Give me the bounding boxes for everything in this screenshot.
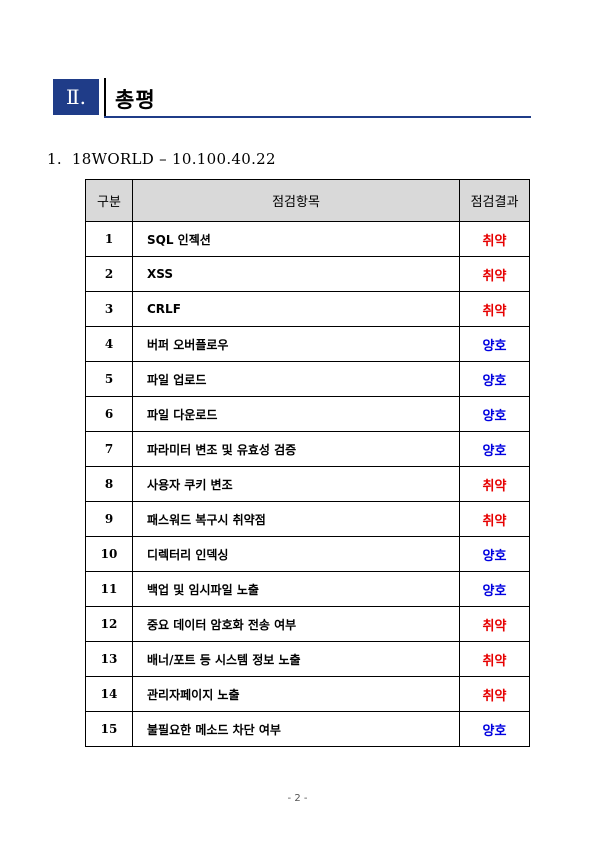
- row-number: 11: [85, 571, 133, 607]
- row-number: 15: [85, 711, 133, 747]
- row-item: 파일 업로드: [132, 361, 460, 397]
- table-row: 15 불필요한 메소드 차단 여부 양호: [85, 711, 530, 747]
- table-row: 12 중요 데이터 암호화 전송 여부 취약: [85, 606, 530, 642]
- row-number: 5: [85, 361, 133, 397]
- row-item: 디렉터리 인덱싱: [132, 536, 460, 572]
- row-number: 13: [85, 641, 133, 677]
- row-result: 취약: [459, 221, 530, 257]
- section-number: Ⅱ.: [53, 79, 99, 115]
- row-number: 3: [85, 291, 133, 327]
- row-result: 양호: [459, 361, 530, 397]
- row-item: 불필요한 메소드 차단 여부: [132, 711, 460, 747]
- row-result: 양호: [459, 396, 530, 432]
- inspection-table: 구분 점검항목 점검결과 1 SQL 인젝션 취약 2 XSS 취약 3 CRLF 취약 4 버퍼 …: [85, 179, 530, 747]
- row-item: 중요 데이터 암호화 전송 여부: [132, 606, 460, 642]
- row-item: XSS: [132, 256, 460, 292]
- row-item: 배너/포트 등 시스템 정보 노출: [132, 641, 460, 677]
- row-item: 사용자 쿠키 변조: [132, 466, 460, 502]
- row-result: 취약: [459, 501, 530, 537]
- table-row: 2 XSS 취약: [85, 256, 530, 292]
- table-row: 4 버퍼 오버플로우 양호: [85, 326, 530, 362]
- row-item: 버퍼 오버플로우: [132, 326, 460, 362]
- row-item: 파라미터 변조 및 유효성 검증: [132, 431, 460, 467]
- table-row: 3 CRLF 취약: [85, 291, 530, 327]
- table-header-row: 구분 점검항목 점검결과: [85, 179, 530, 222]
- table-row: 11 백업 및 임시파일 노출 양호: [85, 571, 530, 607]
- row-number: 2: [85, 256, 133, 292]
- table-row: 10 디렉터리 인덱싱 양호: [85, 536, 530, 572]
- table-row: 7 파라미터 변조 및 유효성 검증 양호: [85, 431, 530, 467]
- table-row: 8 사용자 쿠키 변조 취약: [85, 466, 530, 502]
- row-number: 9: [85, 501, 133, 537]
- row-number: 6: [85, 396, 133, 432]
- row-result: 취약: [459, 641, 530, 677]
- row-result: 취약: [459, 676, 530, 712]
- table-row: 14 관리자페이지 노출 취약: [85, 676, 530, 712]
- header-divider: [104, 78, 106, 116]
- row-result: 양호: [459, 326, 530, 362]
- header-item: 점검항목: [132, 179, 460, 222]
- row-result: 취약: [459, 256, 530, 292]
- header-no: 구분: [85, 179, 133, 222]
- row-item: 관리자페이지 노출: [132, 676, 460, 712]
- row-item: 파일 다운로드: [132, 396, 460, 432]
- table-row: 1 SQL 인젝션 취약: [85, 221, 530, 257]
- header-result: 점검결과: [459, 179, 530, 222]
- subheading-text: 18WORLD – 10.100.40.22: [71, 150, 276, 168]
- row-result: 취약: [459, 606, 530, 642]
- table-body: 1 SQL 인젝션 취약 2 XSS 취약 3 CRLF 취약 4 버퍼 오버플로우 양호 5 파일 업로…: [85, 221, 530, 747]
- row-result: 양호: [459, 711, 530, 747]
- row-number: 8: [85, 466, 133, 502]
- row-number: 14: [85, 676, 133, 712]
- subheading-index: 1.: [47, 150, 62, 168]
- row-result: 취약: [459, 466, 530, 502]
- page-number: - 2 -: [287, 793, 308, 804]
- row-number: 7: [85, 431, 133, 467]
- row-item: SQL 인젝션: [132, 221, 460, 257]
- table-row: 5 파일 업로드 양호: [85, 361, 530, 397]
- row-result: 양호: [459, 571, 530, 607]
- table-row: 13 배너/포트 등 시스템 정보 노출 취약: [85, 641, 530, 677]
- row-result: 양호: [459, 536, 530, 572]
- row-result: 취약: [459, 291, 530, 327]
- header-underline: [104, 116, 531, 118]
- row-item: 백업 및 임시파일 노출: [132, 571, 460, 607]
- section-header: Ⅱ. 총평: [53, 78, 531, 118]
- row-item: CRLF: [132, 291, 460, 327]
- subheading: 1. 18WORLD – 10.100.40.22: [47, 150, 286, 168]
- table-row: 6 파일 다운로드 양호: [85, 396, 530, 432]
- row-item: 패스워드 복구시 취약점: [132, 501, 460, 537]
- table-row: 9 패스워드 복구시 취약점 취약: [85, 501, 530, 537]
- row-number: 1: [85, 221, 133, 257]
- row-result: 양호: [459, 431, 530, 467]
- section-title: 총평: [115, 88, 156, 112]
- row-number: 10: [85, 536, 133, 572]
- row-number: 12: [85, 606, 133, 642]
- row-number: 4: [85, 326, 133, 362]
